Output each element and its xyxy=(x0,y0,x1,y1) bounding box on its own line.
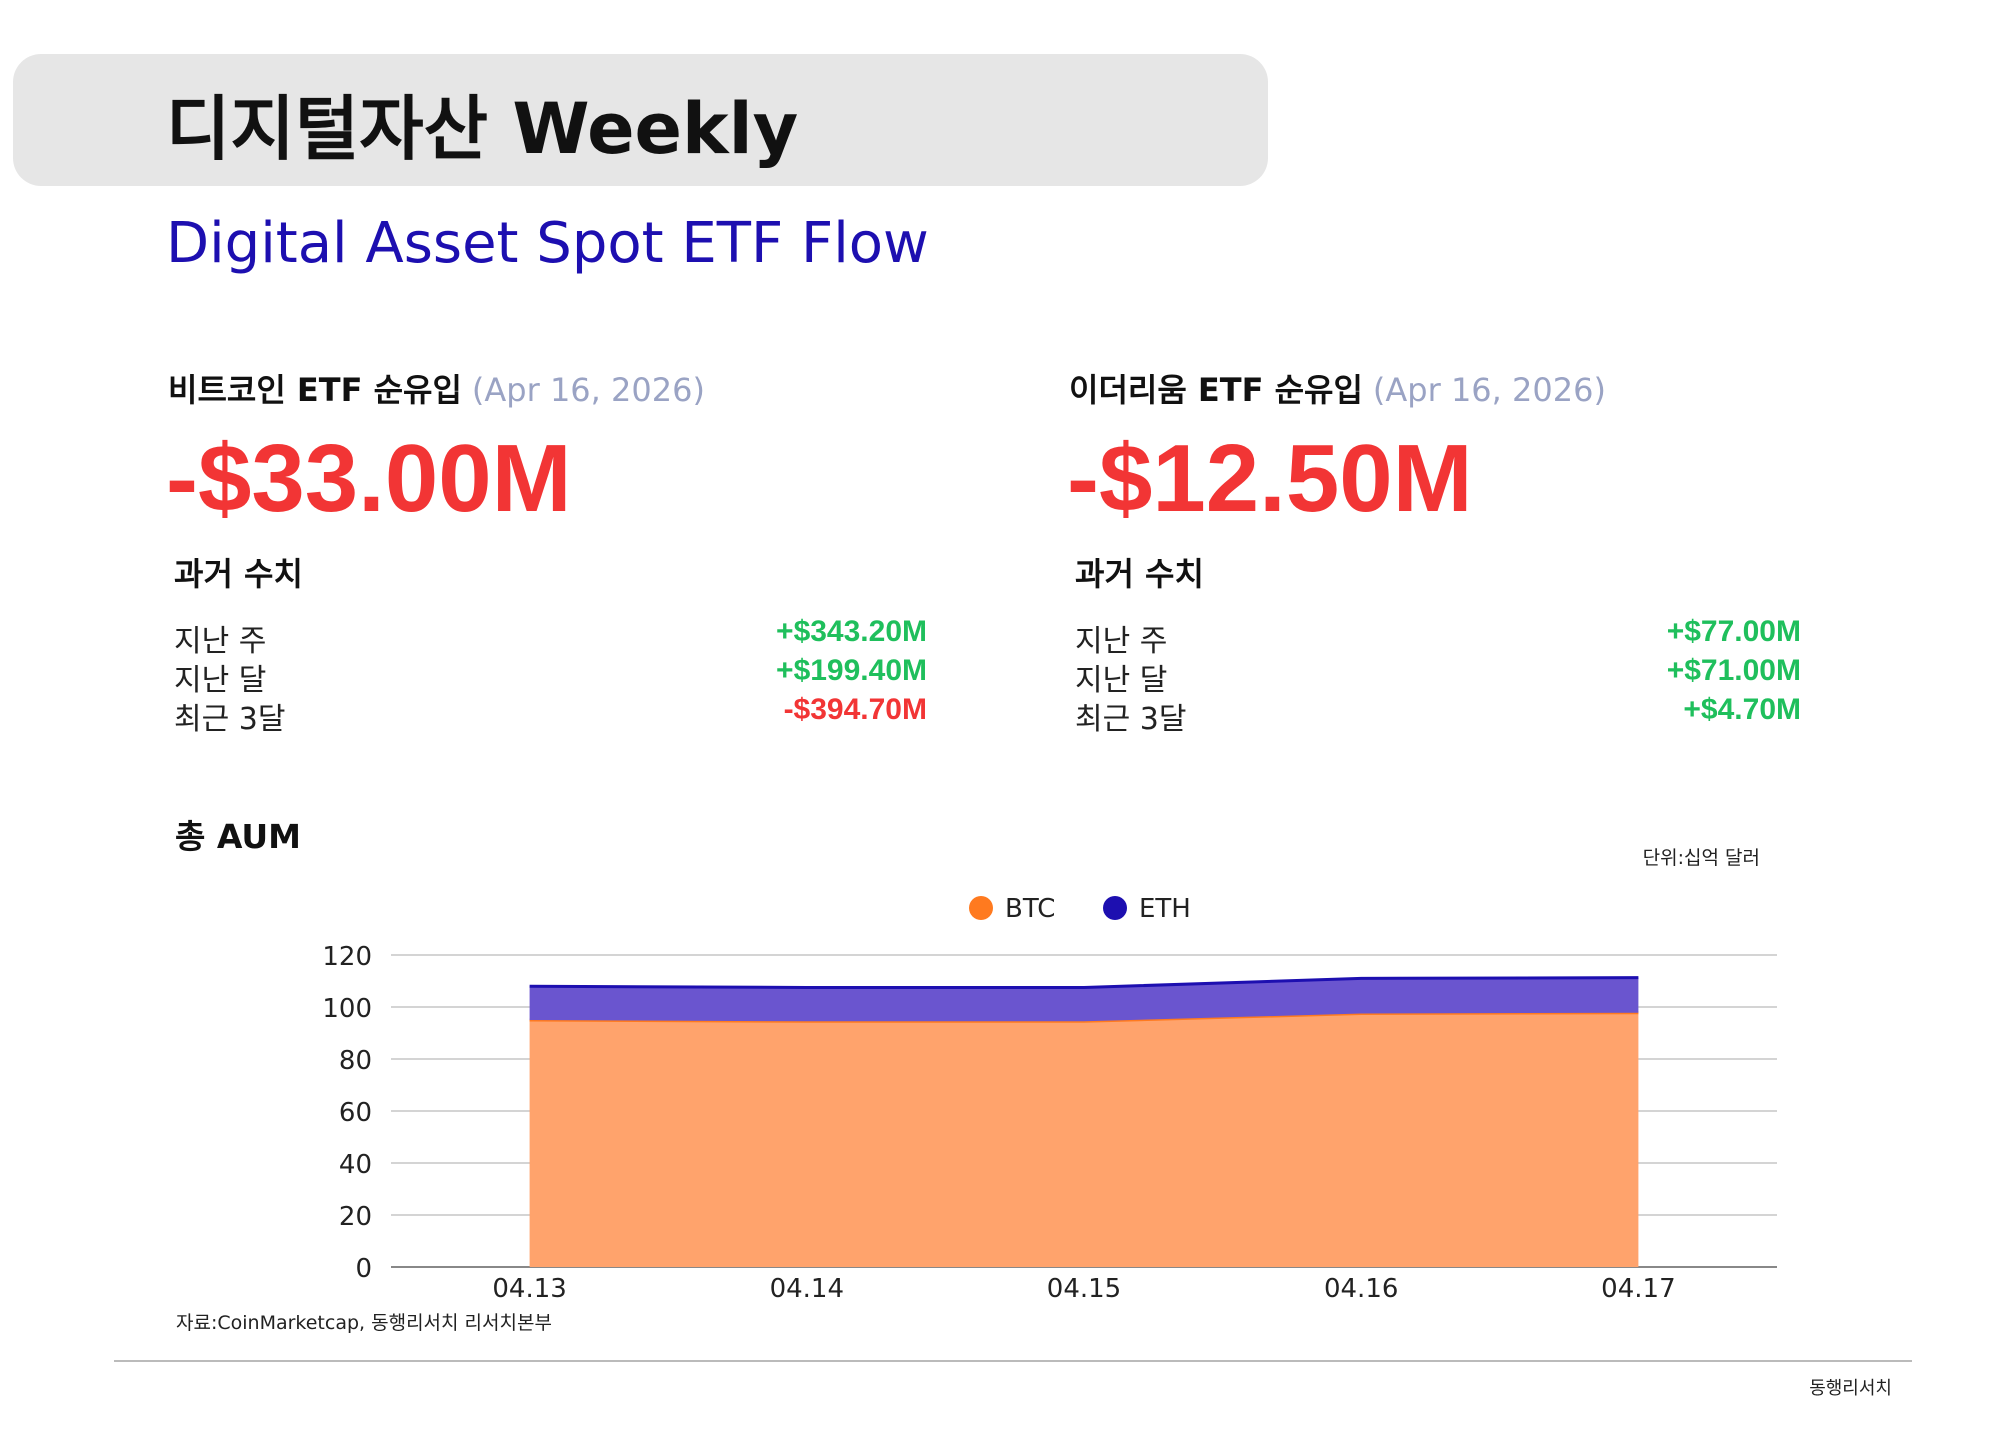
title: 디지털자산 Weekly xyxy=(166,88,798,170)
x-tick-label: 04.17 xyxy=(1601,1274,1675,1304)
header-box xyxy=(13,54,1268,186)
y-tick-label: 0 xyxy=(355,1254,372,1284)
panel-date: (Apr 16, 2026) xyxy=(472,371,705,409)
history-value: +$4.70M xyxy=(1683,693,1801,726)
panel-title-text: 이더리움 ETF 순유입 xyxy=(1069,371,1363,409)
panel-title: 이더리움 ETF 순유입 (Apr 16, 2026) xyxy=(1069,371,1606,409)
subtitle: Digital Asset Spot ETF Flow xyxy=(166,211,929,276)
x-tick-label: 04.15 xyxy=(1047,1274,1121,1304)
history-label: 최근 3달 xyxy=(1075,702,1186,737)
y-tick-label: 60 xyxy=(339,1098,372,1128)
legend-marker xyxy=(969,896,993,920)
x-tick-label: 04.14 xyxy=(770,1274,844,1304)
x-tick-label: 04.13 xyxy=(492,1274,566,1304)
history-title: 과거 수치 xyxy=(174,555,303,593)
legend-label: ETH xyxy=(1139,894,1191,924)
history-title: 과거 수치 xyxy=(1075,555,1204,593)
unit-label: 단위:십억 달러 xyxy=(1643,847,1760,869)
y-tick-label: 80 xyxy=(339,1046,372,1076)
panel-title: 비트코인 ETF 순유입 (Apr 16, 2026) xyxy=(168,371,705,409)
y-tick-label: 100 xyxy=(322,994,372,1024)
history-label: 지난 주 xyxy=(1075,624,1167,659)
footer: 동행리서치 xyxy=(1809,1378,1892,1399)
history-value: +$199.40M xyxy=(776,654,927,687)
source: 자료:CoinMarketcap, 동행리서치 리서치본부 xyxy=(176,1312,552,1334)
history-label: 지난 달 xyxy=(174,663,266,698)
history-value: -$394.70M xyxy=(784,693,927,726)
y-tick-label: 120 xyxy=(322,942,372,972)
history-value: +$343.20M xyxy=(776,615,927,648)
history-value: +$77.00M xyxy=(1667,615,1801,648)
legend-marker xyxy=(1103,896,1127,920)
history-value: +$71.00M xyxy=(1667,654,1801,687)
area xyxy=(529,1012,1639,1267)
legend-label: BTC xyxy=(1005,894,1055,924)
area-line xyxy=(529,976,1639,989)
aum-title: 총 AUM xyxy=(175,817,301,856)
panel-value: -$33.00M xyxy=(166,425,572,532)
history-label: 지난 주 xyxy=(174,624,266,659)
panel-date: (Apr 16, 2026) xyxy=(1373,371,1606,409)
panel-value: -$12.50M xyxy=(1067,425,1473,532)
x-tick-label: 04.16 xyxy=(1324,1274,1398,1304)
panel-title-text: 비트코인 ETF 순유입 xyxy=(168,371,462,409)
y-tick-label: 40 xyxy=(339,1150,372,1180)
history-label: 최근 3달 xyxy=(174,702,285,737)
y-tick-label: 20 xyxy=(339,1202,372,1232)
history-label: 지난 달 xyxy=(1075,663,1167,698)
